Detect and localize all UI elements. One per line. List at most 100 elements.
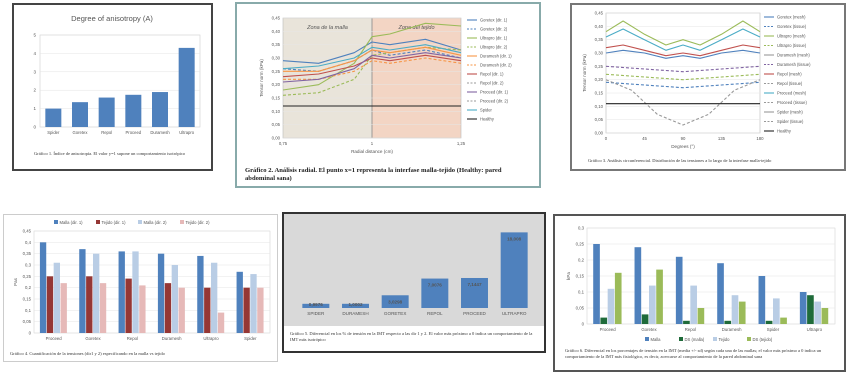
x-tick-label: Ultrapro bbox=[179, 130, 195, 135]
y-axis-label: Tensor norm (kPa) bbox=[259, 59, 264, 97]
bar bbox=[99, 283, 107, 333]
x-tick-label: Spider bbox=[244, 336, 257, 341]
y-axis-label: Pas bbox=[13, 277, 18, 286]
legend-label: Duramesh (dir. 1) bbox=[480, 54, 512, 59]
y-tick-label: 0,00 bbox=[595, 131, 604, 136]
bar bbox=[125, 94, 142, 127]
legend-label: Malla bbox=[651, 337, 662, 342]
legend-label: Repol (dir. 2) bbox=[480, 81, 504, 86]
bar bbox=[157, 253, 165, 333]
series-line bbox=[283, 46, 462, 72]
x-tick-label: Duramesh bbox=[150, 130, 170, 135]
x-tick-label: 0 bbox=[605, 136, 608, 141]
y-tick-label: 0,25 bbox=[576, 242, 585, 247]
x-tick-label: Ultrapro bbox=[203, 336, 219, 341]
chart-5-svg: 0,9976 SPIDER 1,0002 DURAMESH 3,0298 GORETEX 7… bbox=[284, 214, 544, 326]
y-tick-label: 0,1 bbox=[25, 308, 32, 313]
legend-label: Ultrapro (dir. 2) bbox=[480, 45, 508, 50]
y-tick-label: 0,35 bbox=[595, 37, 604, 42]
y-tick-label: 4 bbox=[33, 51, 36, 56]
zone-label-tissue: Zona del tejido bbox=[397, 25, 434, 31]
y-axis-label: kPa bbox=[566, 272, 571, 280]
chart-title: Degree of anisotropy (A) bbox=[71, 14, 153, 23]
bar bbox=[139, 285, 146, 333]
chart-2-svg: Zona de la malla Zona del tejido 0,00 0,05 0… bbox=[259, 16, 512, 155]
legend-label: Proceed (dir. 1) bbox=[480, 90, 509, 95]
chart-panel-5: 0,9976 SPIDER 1,0002 DURAMESH 3,0298 GORETEX 7… bbox=[282, 212, 546, 353]
series-line bbox=[282, 54, 462, 78]
bar bbox=[461, 277, 488, 308]
x-tick-label: 45 bbox=[642, 136, 647, 141]
series-line bbox=[605, 20, 761, 46]
y-tick-label: 0,15 bbox=[576, 274, 585, 279]
y-tick-label: 3 bbox=[33, 69, 36, 74]
y-tick-label: 0,3 bbox=[25, 263, 32, 268]
x-tick-label: Proceed bbox=[600, 327, 617, 332]
bar bbox=[738, 301, 746, 324]
chart-1-svg: Degree of anisotropy (A) 0 1 2 3 4 5 Spider Gore… bbox=[33, 14, 201, 135]
bar bbox=[39, 242, 47, 333]
bar bbox=[60, 283, 67, 333]
bar bbox=[197, 255, 204, 333]
bar bbox=[178, 47, 195, 127]
data-label: 1,0002 bbox=[348, 302, 362, 307]
y-tick-label: 0,15 bbox=[595, 91, 604, 96]
y-tick-label: 0,45 bbox=[23, 229, 32, 234]
bar bbox=[690, 285, 697, 324]
x-axis-label: Degrees (°) bbox=[671, 144, 695, 149]
bar bbox=[799, 292, 807, 324]
legend-label: Malla (dir. 2) bbox=[144, 220, 168, 225]
data-label: 18,008 bbox=[507, 236, 521, 241]
bar bbox=[807, 295, 814, 324]
bar bbox=[821, 308, 829, 324]
x-tick-label: Proceed bbox=[46, 336, 63, 341]
y-tick-label: 0,05 bbox=[595, 117, 604, 122]
x-tick-label: SPIDER bbox=[307, 311, 325, 316]
legend-label: Ultrapro (tissue) bbox=[777, 43, 807, 48]
x-tick-label: PROCEED bbox=[463, 311, 486, 316]
y-tick-label: 0,35 bbox=[272, 42, 281, 47]
bar bbox=[132, 251, 139, 333]
legend-label: Spider bbox=[480, 108, 492, 113]
x-tick-label: ULTRAPRO bbox=[502, 311, 527, 316]
series-line bbox=[605, 28, 761, 51]
x-tick-label: Repol bbox=[685, 327, 696, 332]
legend-label: Repol (mesh) bbox=[777, 72, 802, 77]
x-tick-label: Goretex bbox=[85, 336, 101, 341]
legend-label: Goretex (dir. 2) bbox=[480, 27, 508, 32]
x-tick-label: Duramesh bbox=[722, 327, 742, 332]
bar bbox=[250, 274, 257, 333]
y-tick-label: 1 bbox=[33, 106, 36, 111]
legend-label: Goretex (tissue) bbox=[777, 24, 807, 29]
y-tick-label: 0,4 bbox=[25, 240, 32, 245]
legend-swatch bbox=[713, 337, 717, 341]
y-tick-label: 0,05 bbox=[272, 122, 281, 127]
x-tick-label: 1,25 bbox=[457, 141, 466, 146]
x-tick-label: Duramesh bbox=[162, 336, 182, 341]
legend-label: Healthy bbox=[480, 117, 495, 122]
legend-label: DS (malla) bbox=[685, 337, 705, 342]
legend-label: Goretex (dir. 1) bbox=[480, 18, 508, 23]
y-tick-label: 0,10 bbox=[272, 109, 281, 114]
y-tick-label: 0,05 bbox=[576, 306, 585, 311]
chart-panel-2: Zona de la malla Zona del tejido 0,00 0,05 0… bbox=[235, 2, 541, 188]
legend-label: Spider (tissue) bbox=[777, 119, 804, 124]
chart-panel-3: 0,00 0,05 0,10 0,15 0,20 0,25 0,30 0,35 0,40 0,45… bbox=[570, 3, 846, 171]
y-tick-label: 0,45 bbox=[272, 16, 281, 21]
legend-swatch bbox=[747, 337, 751, 341]
y-tick-label: 0,25 bbox=[272, 69, 281, 74]
chart-6-svg: 0 0,05 0,1 0,15 0,2 0,25 0,3 kPa Proceed Goretex R… bbox=[566, 226, 836, 342]
bar bbox=[675, 256, 683, 324]
x-tick-label: Goretex bbox=[641, 327, 657, 332]
legend-label: DS (tejido) bbox=[753, 337, 773, 342]
x-tick-label: Spider bbox=[767, 327, 780, 332]
bar bbox=[593, 244, 600, 324]
x-tick-label: GORETEX bbox=[384, 311, 406, 316]
plot-area bbox=[39, 34, 201, 128]
chart-3-caption: Gráfico 3. Análisis circunferencial. Dis… bbox=[588, 158, 772, 163]
y-tick-label: 0 bbox=[29, 331, 32, 336]
bar bbox=[641, 314, 649, 324]
y-tick-label: 0,30 bbox=[595, 51, 604, 56]
y-tick-label: 0,40 bbox=[595, 24, 604, 29]
bar bbox=[93, 253, 100, 333]
